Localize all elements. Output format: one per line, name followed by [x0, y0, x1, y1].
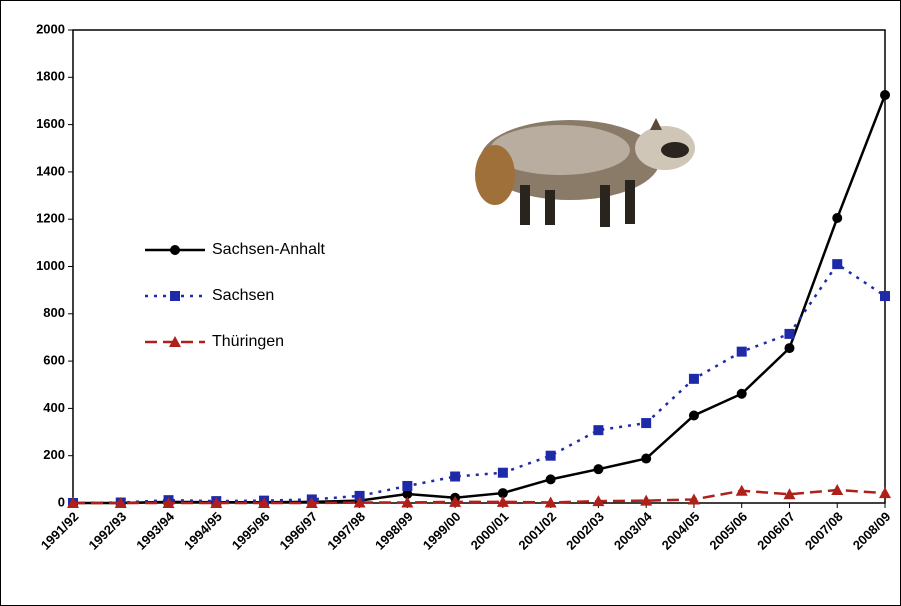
data-point	[114, 497, 127, 508]
legend-marker	[169, 336, 181, 347]
data-point	[832, 259, 843, 270]
data-point	[879, 487, 891, 499]
data-point	[592, 495, 605, 507]
data-point	[402, 489, 413, 500]
data-point	[497, 488, 508, 499]
data-point	[688, 410, 699, 421]
data-point	[258, 497, 271, 508]
data-point	[832, 213, 843, 224]
y-tick-label: 400	[43, 400, 65, 415]
plot-frame	[72, 29, 886, 504]
data-point	[353, 496, 366, 508]
data-point	[401, 496, 414, 508]
data-point	[641, 418, 652, 429]
data-point	[831, 483, 844, 495]
y-tick-label: 200	[43, 447, 65, 462]
legend-marker	[170, 291, 180, 301]
legend-label: Thüringen	[212, 333, 284, 350]
data-point	[402, 480, 413, 491]
y-tick-label: 1200	[36, 211, 65, 226]
series-line	[72, 262, 886, 505]
data-point	[593, 425, 604, 436]
data-point	[449, 495, 462, 507]
data-point	[880, 291, 890, 302]
y-tick-label: 2000	[36, 21, 65, 36]
data-point	[496, 495, 509, 507]
data-point	[210, 497, 223, 508]
data-point	[784, 343, 795, 354]
data-point	[736, 346, 747, 357]
data-point	[880, 90, 890, 101]
data-point	[354, 490, 365, 501]
raccoon-dog-illustration	[475, 118, 695, 227]
data-point	[735, 484, 748, 496]
y-tick-label: 0	[58, 494, 65, 509]
data-point	[305, 497, 318, 508]
data-point	[640, 494, 653, 506]
series-line	[73, 488, 886, 505]
data-point	[641, 453, 652, 464]
data-point	[688, 373, 699, 384]
data-point	[687, 493, 700, 505]
data-point	[593, 464, 604, 475]
legend-label: Sachsen-Anhalt	[212, 241, 326, 258]
legend-marker	[170, 245, 180, 255]
y-tick-label: 1400	[36, 163, 65, 178]
legend-label: Sachsen	[212, 287, 274, 304]
data-point	[545, 474, 556, 485]
data-point	[450, 471, 461, 482]
y-tick-label: 600	[43, 353, 65, 368]
y-tick-label: 1600	[36, 116, 65, 131]
y-tick-label: 1800	[36, 69, 65, 84]
data-point	[162, 497, 175, 508]
y-tick-label: 800	[43, 305, 65, 320]
y-tick-label: 1000	[36, 258, 65, 273]
data-point	[545, 450, 556, 461]
data-point	[67, 497, 79, 508]
data-point	[783, 488, 796, 500]
data-point	[736, 388, 747, 399]
data-point	[784, 328, 795, 339]
data-point	[544, 496, 557, 508]
data-point	[497, 467, 508, 478]
